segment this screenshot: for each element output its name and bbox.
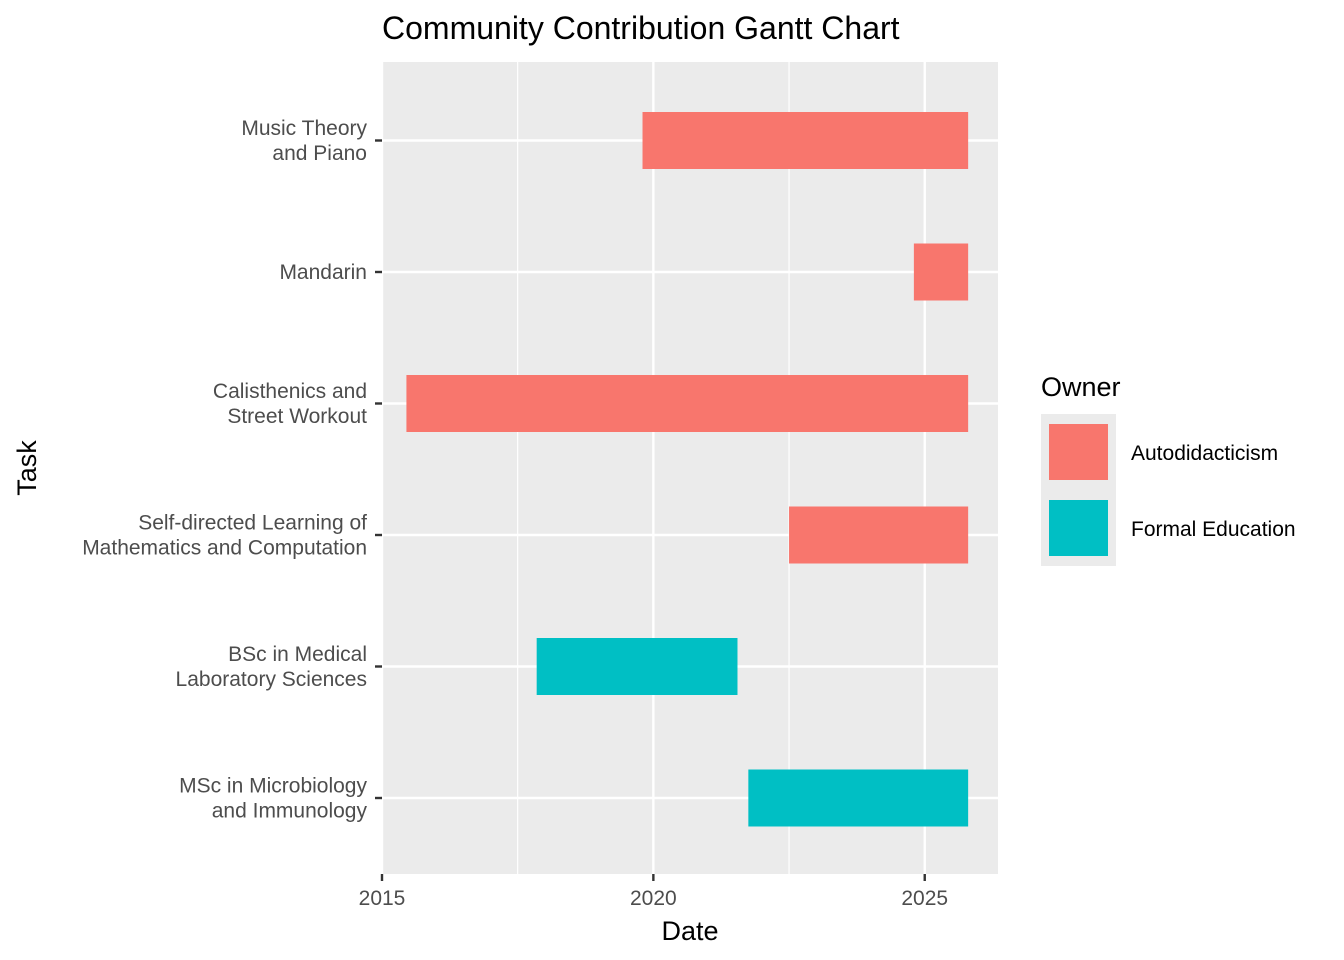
legend-label: Autodidacticism <box>1131 442 1278 465</box>
y-tick-label: Self-directed Learning of Mathematics and… <box>82 512 367 560</box>
x-tick-label: 2020 <box>630 887 677 910</box>
legend-label: Formal Education <box>1131 518 1296 541</box>
task-bars <box>406 112 969 827</box>
task-bar <box>406 375 969 432</box>
y-axis-title: Task <box>12 440 42 496</box>
task-bar <box>913 243 969 301</box>
y-tick-label: Music Theory and Piano <box>241 117 367 165</box>
plot-panel <box>382 62 998 874</box>
task-bar <box>642 112 969 169</box>
y-tick-label: Mandarin <box>279 261 367 284</box>
y-tick-label: MSc in Microbiology and Immunology <box>179 775 367 823</box>
y-tick-label: BSc in Medical Laboratory Sciences <box>176 643 367 691</box>
x-axis-title: Date <box>661 916 718 946</box>
legend-key <box>1049 424 1108 480</box>
legend: Owner Autodidacticism Formal Education <box>1041 372 1296 566</box>
y-axis: Music Theory and Piano Mandarin Calisthenic… <box>82 117 382 823</box>
y-tick-label: Calisthenics and Street Workout <box>213 380 367 428</box>
task-bar <box>536 638 738 695</box>
task-bar <box>789 506 969 564</box>
x-axis: 2015 2020 2025 <box>359 874 948 910</box>
legend-key <box>1049 500 1108 556</box>
x-tick-label: 2025 <box>901 887 948 910</box>
chart-title: Community Contribution Gantt Chart <box>382 10 900 46</box>
x-tick-label: 2015 <box>359 887 406 910</box>
legend-title: Owner <box>1041 372 1121 402</box>
task-bar <box>748 769 969 827</box>
